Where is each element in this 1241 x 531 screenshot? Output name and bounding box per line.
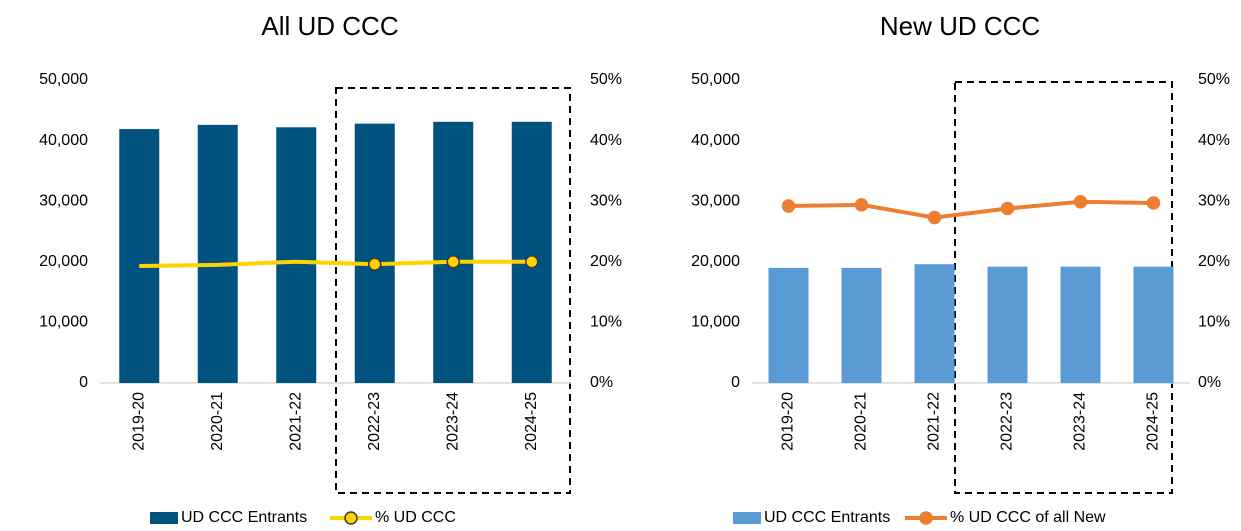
y-tick-label: 0 — [79, 374, 88, 391]
line-marker — [525, 255, 539, 269]
bar — [987, 266, 1028, 383]
y-tick-label: 0 — [731, 374, 740, 391]
y-tick-label: 40,000 — [691, 132, 740, 149]
line-marker — [781, 199, 796, 213]
y2-tick-label: 40% — [590, 132, 622, 149]
y2-tick-label: 0% — [1198, 374, 1221, 391]
y2-tick-label: 50% — [590, 71, 622, 88]
y-tick-label: 50,000 — [39, 71, 88, 88]
x-tick-label: 2020-21 — [209, 392, 226, 451]
x-tick-label: 2024-25 — [1145, 392, 1162, 451]
y2-tick-label: 40% — [1198, 132, 1230, 149]
bar — [1133, 266, 1174, 383]
bar — [1060, 266, 1101, 383]
y2-tick-label: 10% — [590, 314, 622, 331]
chart-title: New UD CCC — [880, 11, 1040, 41]
legend-label: UD CCC Entrants — [764, 509, 890, 526]
y-tick-label: 10,000 — [691, 314, 740, 331]
y2-tick-label: 20% — [590, 253, 622, 270]
x-tick-label: 2021-22 — [926, 392, 943, 451]
legend-marker — [919, 511, 933, 525]
y2-tick-label: 10% — [1198, 314, 1230, 331]
bar — [197, 124, 238, 384]
y-tick-label: 20,000 — [39, 253, 88, 270]
bar — [511, 121, 552, 384]
bar — [276, 127, 317, 383]
x-tick-label: 2023-24 — [1072, 392, 1089, 451]
legend-swatch — [150, 512, 178, 524]
y2-tick-label: 0% — [590, 374, 613, 391]
line-marker — [368, 257, 382, 271]
y2-tick-label: 20% — [1198, 253, 1230, 270]
line-marker — [927, 210, 942, 225]
x-tick-label: 2019-20 — [780, 392, 797, 451]
projection-box — [335, 87, 571, 494]
bar — [433, 121, 474, 384]
x-tick-label: 2021-22 — [287, 392, 304, 451]
y-tick-label: 30,000 — [691, 192, 740, 209]
y-tick-label: 20,000 — [691, 253, 740, 270]
legend-label: UD CCC Entrants — [181, 509, 307, 526]
legend-label: % UD CCC — [375, 509, 456, 526]
y2-tick-label: 30% — [1198, 192, 1230, 209]
bar — [768, 267, 809, 383]
x-tick-label: 2022-23 — [999, 392, 1016, 451]
y2-tick-label: 30% — [590, 192, 622, 209]
chart-title: All UD CCC — [261, 11, 398, 41]
bar — [914, 264, 955, 383]
legend-label: % UD CCC of all New — [950, 509, 1106, 526]
bar — [119, 129, 160, 383]
bar — [354, 123, 395, 383]
line-marker — [446, 255, 460, 269]
x-tick-label: 2020-21 — [853, 392, 870, 451]
y-tick-label: 10,000 — [39, 314, 88, 331]
legend-marker — [344, 511, 358, 525]
y-tick-label: 30,000 — [39, 192, 88, 209]
line-marker — [1000, 201, 1015, 216]
line-marker — [1073, 195, 1088, 209]
x-tick-label: 2023-24 — [444, 392, 461, 451]
line — [788, 199, 1154, 220]
legend-swatch — [733, 512, 761, 524]
line — [139, 259, 532, 269]
line-marker — [854, 198, 869, 212]
y-tick-label: 40,000 — [39, 132, 88, 149]
bar — [841, 267, 882, 383]
y2-tick-label: 50% — [1198, 71, 1230, 88]
x-tick-label: 2022-23 — [366, 392, 383, 451]
y-tick-label: 50,000 — [691, 71, 740, 88]
x-tick-label: 2024-25 — [523, 392, 540, 451]
line-marker — [1146, 196, 1161, 210]
x-tick-label: 2019-20 — [130, 392, 147, 451]
